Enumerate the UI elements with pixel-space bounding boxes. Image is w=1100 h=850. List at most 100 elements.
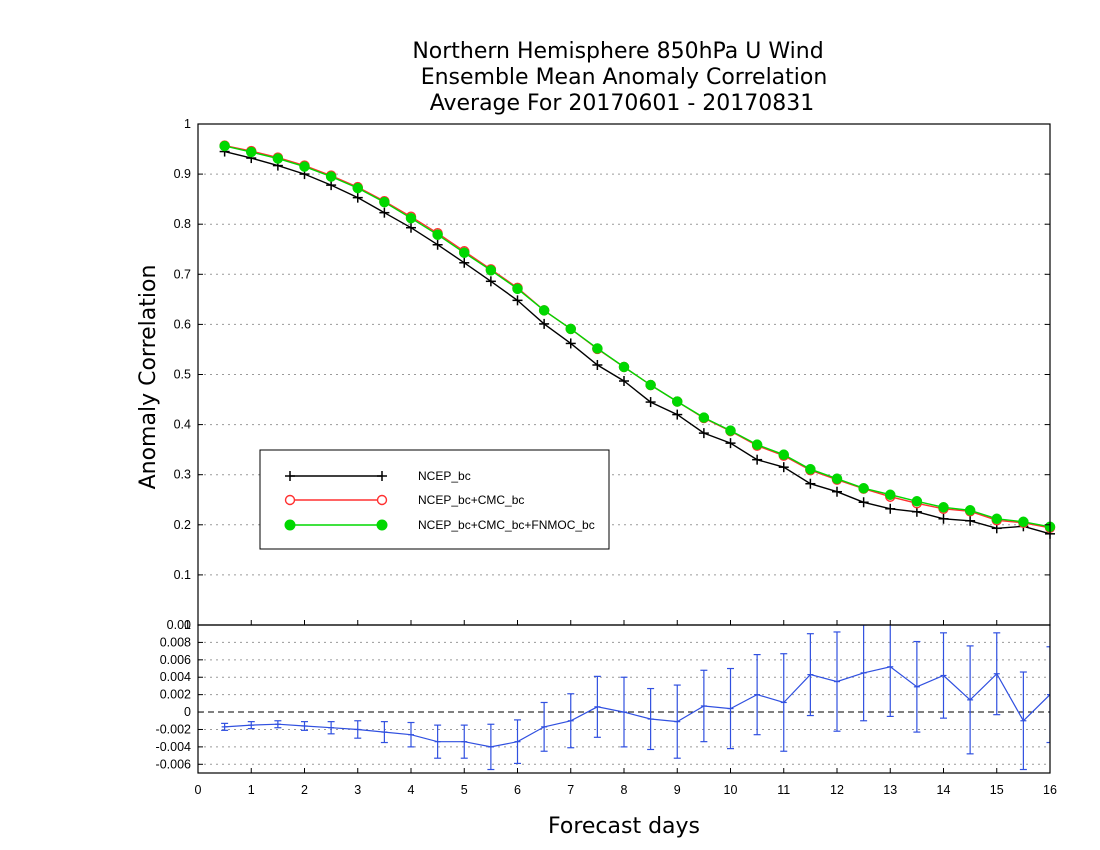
series-point	[778, 449, 789, 460]
bottom-y-tick-label: 0.004	[160, 670, 191, 684]
x-axis-label: Forecast days	[548, 814, 700, 839]
legend-label: NCEP_bc	[418, 469, 471, 483]
legend-label: NCEP_bc+CMC_bc+FNMOC_bc	[418, 518, 595, 532]
error-bar	[753, 653, 761, 736]
x-tick-label: 3	[354, 783, 361, 797]
error-bar	[593, 675, 601, 738]
bottom-y-tick-label: -0.006	[156, 757, 191, 771]
x-tick-label: 12	[830, 783, 844, 797]
top-panel-grid	[198, 173, 1050, 576]
series-point	[938, 502, 949, 513]
x-axis-ticks: 0 1 2 3 4 5 6 7 8 9 10 11 12 13 14 15 16	[195, 620, 1057, 797]
legend: NCEP_bc NCEP_bc+CMC_bc NCEP_bc+CMC_bc+FNMO…	[259, 449, 610, 550]
series-point	[698, 412, 710, 423]
series-point	[565, 323, 576, 335]
top-y-tick-label: 0.4	[174, 418, 191, 432]
error-bar	[993, 632, 1001, 716]
bottom-y-tick-label: -0.004	[156, 740, 191, 754]
series-point	[352, 182, 363, 194]
x-tick-label: 15	[990, 783, 1004, 797]
series-point	[512, 295, 523, 306]
series-point	[832, 486, 842, 497]
error-bar	[886, 625, 894, 718]
series-point	[432, 229, 443, 240]
series-point	[698, 428, 709, 439]
error-bar	[833, 631, 841, 732]
top-y-tick-label: 0.2	[174, 518, 191, 532]
legend-marker	[376, 494, 388, 506]
legend-marker	[284, 494, 296, 506]
series-point	[751, 439, 763, 450]
error-bar	[301, 721, 308, 731]
error-bar	[647, 687, 655, 751]
series-point	[592, 359, 603, 370]
x-tick-label: 1	[248, 783, 255, 797]
series-point	[618, 361, 630, 373]
series-point	[725, 438, 736, 449]
error-bar	[407, 721, 415, 748]
top-y-tick-label: 0.7	[174, 267, 191, 281]
series-point	[1018, 516, 1029, 528]
error-bar	[514, 719, 521, 765]
error-bar	[327, 721, 335, 735]
series-point	[885, 489, 896, 500]
error-bar	[274, 720, 282, 729]
series-point	[805, 463, 816, 475]
series-point	[406, 222, 416, 233]
series-point	[565, 338, 576, 349]
series-point	[672, 396, 683, 407]
error-bar	[380, 721, 388, 744]
error-bar	[940, 632, 947, 719]
error-bar	[460, 724, 468, 759]
error-bar	[966, 645, 974, 755]
series-point	[672, 409, 683, 420]
error-bar	[913, 640, 921, 733]
chart-title-line-1: Northern Hemisphere 850hPa U Wind	[412, 39, 823, 64]
x-tick-label: 9	[674, 783, 681, 797]
series-point	[991, 513, 1002, 525]
error-bar	[354, 720, 362, 739]
difference-line	[224, 666, 1050, 748]
x-tick-label: 4	[408, 783, 415, 797]
x-tick-label: 0	[195, 783, 202, 797]
series-point	[592, 343, 603, 354]
error-bar	[434, 724, 442, 759]
series-point	[512, 283, 523, 295]
error-bar	[780, 653, 788, 752]
error-bar	[1046, 646, 1050, 744]
series-point	[352, 192, 363, 203]
error-bar	[567, 693, 575, 749]
legend-label: NCEP_bc+CMC_bc	[418, 493, 524, 507]
legend-entry: NCEP_bc	[285, 469, 471, 483]
chart-title-line-3: Average For 20170601 - 20170831	[430, 91, 815, 116]
x-tick-label: 11	[777, 783, 790, 797]
bottom-y-tick-label: 0	[184, 705, 191, 719]
bottom-y-tick-label: -0.002	[156, 722, 191, 736]
series-point	[219, 140, 230, 152]
bottom-y-tick-label: 0.01	[167, 618, 191, 632]
error-bar	[487, 723, 495, 771]
series-point	[485, 265, 497, 276]
series-point	[272, 153, 284, 164]
series-point	[938, 513, 949, 524]
series-point	[725, 425, 736, 436]
x-tick-label: 8	[621, 783, 628, 797]
series-point	[299, 161, 310, 172]
legend-entry: NCEP_bc+CMC_bc	[284, 493, 524, 507]
series-point	[858, 497, 869, 508]
series-point	[911, 496, 923, 507]
series-point	[325, 171, 337, 182]
series-point	[379, 207, 390, 218]
bottom-y-tick-label: 0.006	[160, 653, 191, 667]
legend-marker	[284, 519, 296, 531]
x-tick-label: 6	[514, 783, 521, 797]
series-point	[965, 515, 976, 526]
series-point	[246, 146, 257, 158]
bottom-panel-series	[221, 625, 1050, 771]
top-y-tick-label: 0	[184, 618, 191, 632]
x-tick-label: 16	[1043, 783, 1057, 797]
top-y-tick-label: 0.5	[174, 368, 191, 382]
x-tick-label: 10	[724, 783, 738, 797]
series-point	[459, 257, 470, 268]
